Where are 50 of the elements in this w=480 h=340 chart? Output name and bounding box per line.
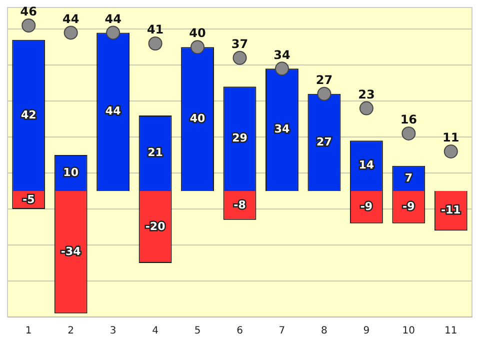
x-tick-label: 9 [363, 326, 370, 337]
x-tick-label: 10 [402, 326, 416, 337]
data-label: 37 [231, 37, 248, 52]
point [317, 86, 332, 101]
x-tick-label: 2 [68, 326, 74, 337]
data-label: 40 [189, 26, 206, 40]
data-label: 10 [63, 166, 79, 179]
point [232, 50, 247, 65]
data-label: 21 [148, 146, 163, 160]
data-label: 34 [274, 122, 290, 136]
x-tick-label: 11 [444, 326, 458, 337]
point [274, 62, 289, 76]
data-label: 14 [358, 158, 374, 172]
x-tick-label: 5 [194, 326, 201, 337]
data-label: 44 [62, 12, 80, 26]
data-label: -5 [22, 192, 35, 206]
point [22, 18, 36, 32]
data-label: -11 [440, 204, 461, 217]
data-label: 44 [105, 104, 122, 118]
data-label: 44 [104, 12, 122, 26]
data-label: -9 [402, 200, 415, 214]
x-tick-label: 8 [321, 326, 328, 337]
data-label: 16 [400, 112, 418, 127]
x-tick-label: 1 [25, 326, 32, 337]
data-label: -8 [234, 198, 246, 212]
data-label: 27 [316, 135, 332, 148]
data-label: -34 [60, 245, 82, 258]
point [148, 36, 162, 50]
data-label: -20 [145, 220, 166, 233]
point [106, 26, 120, 40]
data-label: 27 [316, 72, 333, 87]
x-tick-label: 3 [110, 326, 116, 337]
data-label: 46 [20, 4, 37, 19]
data-label: -9 [360, 200, 373, 214]
data-label: 40 [190, 112, 206, 125]
point [444, 144, 458, 158]
data-label: 7 [404, 171, 412, 184]
x-tick-label: 7 [278, 326, 286, 337]
data-label: 41 [146, 22, 164, 37]
data-label: 29 [232, 132, 248, 145]
point [64, 26, 78, 40]
x-tick-label: 6 [236, 326, 243, 337]
data-label: 11 [442, 130, 460, 145]
data-label: 42 [20, 108, 36, 122]
x-tick-label: 4 [152, 326, 158, 337]
data-label: 23 [358, 87, 375, 102]
point [190, 40, 205, 54]
point [402, 126, 416, 140]
data-label: 34 [274, 48, 290, 62]
point [359, 101, 374, 116]
